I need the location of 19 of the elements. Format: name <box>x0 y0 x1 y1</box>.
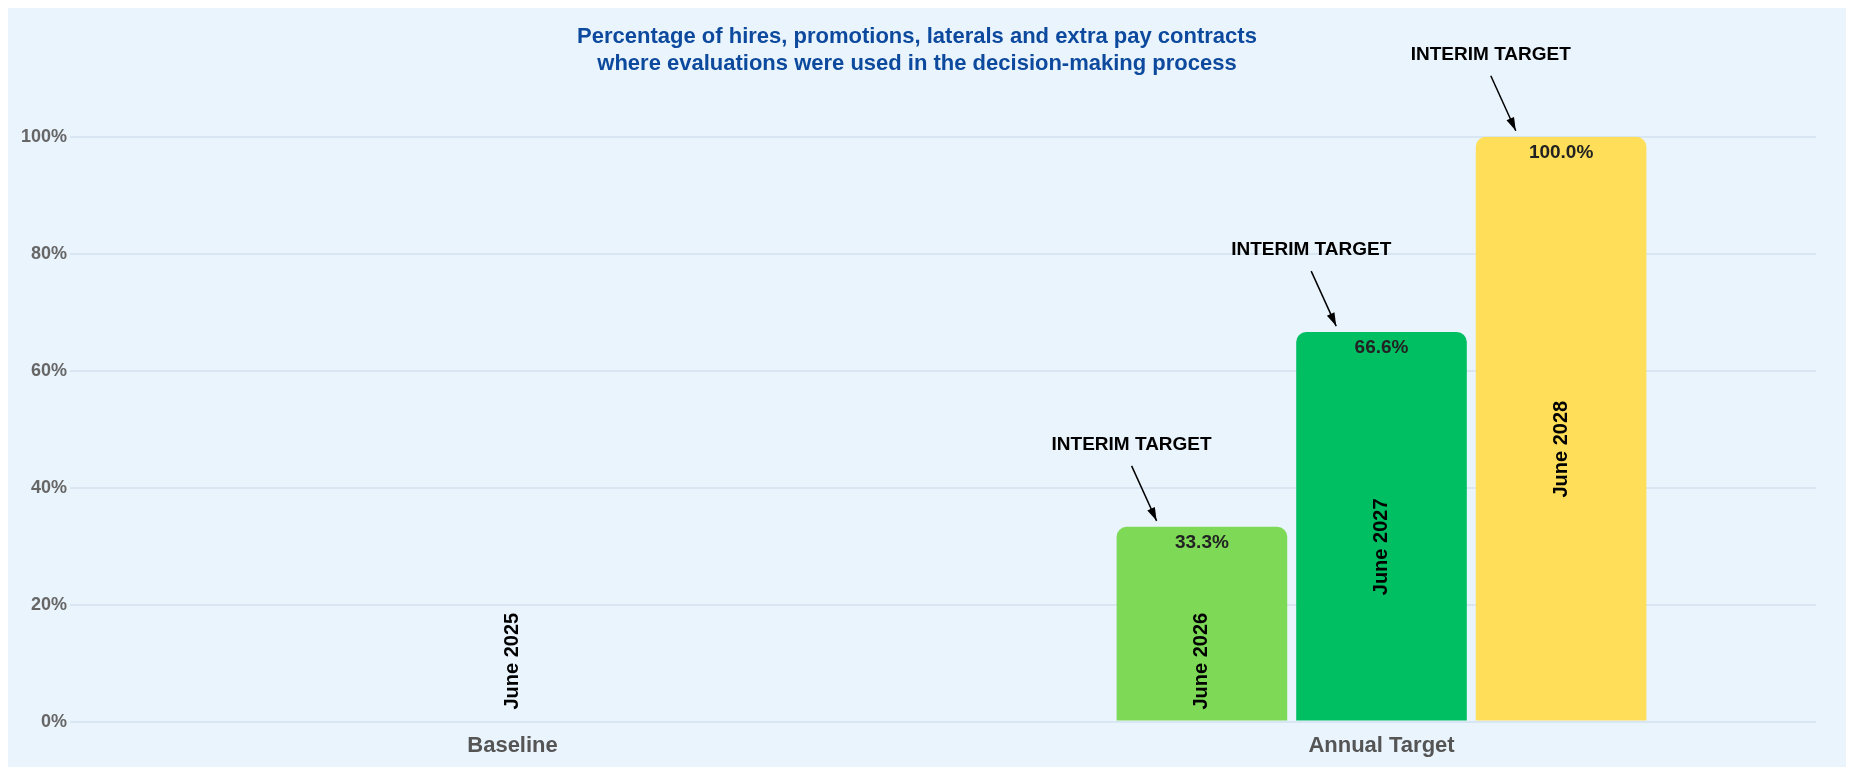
y-tick-label: 80% <box>31 242 68 263</box>
x-tick-label: Annual Target <box>1308 731 1456 757</box>
text: INTERIM TARGET <box>1410 42 1572 64</box>
x-tick-label: Baseline <box>467 731 558 757</box>
data-label: 66.6% <box>1354 335 1409 357</box>
data-label: 100.0% <box>1528 140 1594 162</box>
annotation: INTERIM TARGET <box>1051 432 1213 454</box>
annotation: INTERIM TARGET <box>1231 237 1392 259</box>
data-label: 33.3% <box>1174 530 1229 552</box>
y-tick-label: 20% <box>31 593 68 614</box>
y-tick-label: 0% <box>41 710 68 731</box>
chart-title: Percentage of hires, promotions, laterals and extra pay contracts where evaluations were used in the decision-making process <box>577 23 1257 75</box>
text: June 2025 <box>500 612 523 710</box>
series-label: June 2027 <box>1369 498 1392 596</box>
y-tick-label: 100% <box>20 125 68 146</box>
y-tick-label: 60% <box>31 359 68 380</box>
series-label: June 2026 <box>1189 612 1212 710</box>
y-tick-label: 40% <box>31 476 68 497</box>
series-label: June 2028 <box>1548 400 1571 498</box>
